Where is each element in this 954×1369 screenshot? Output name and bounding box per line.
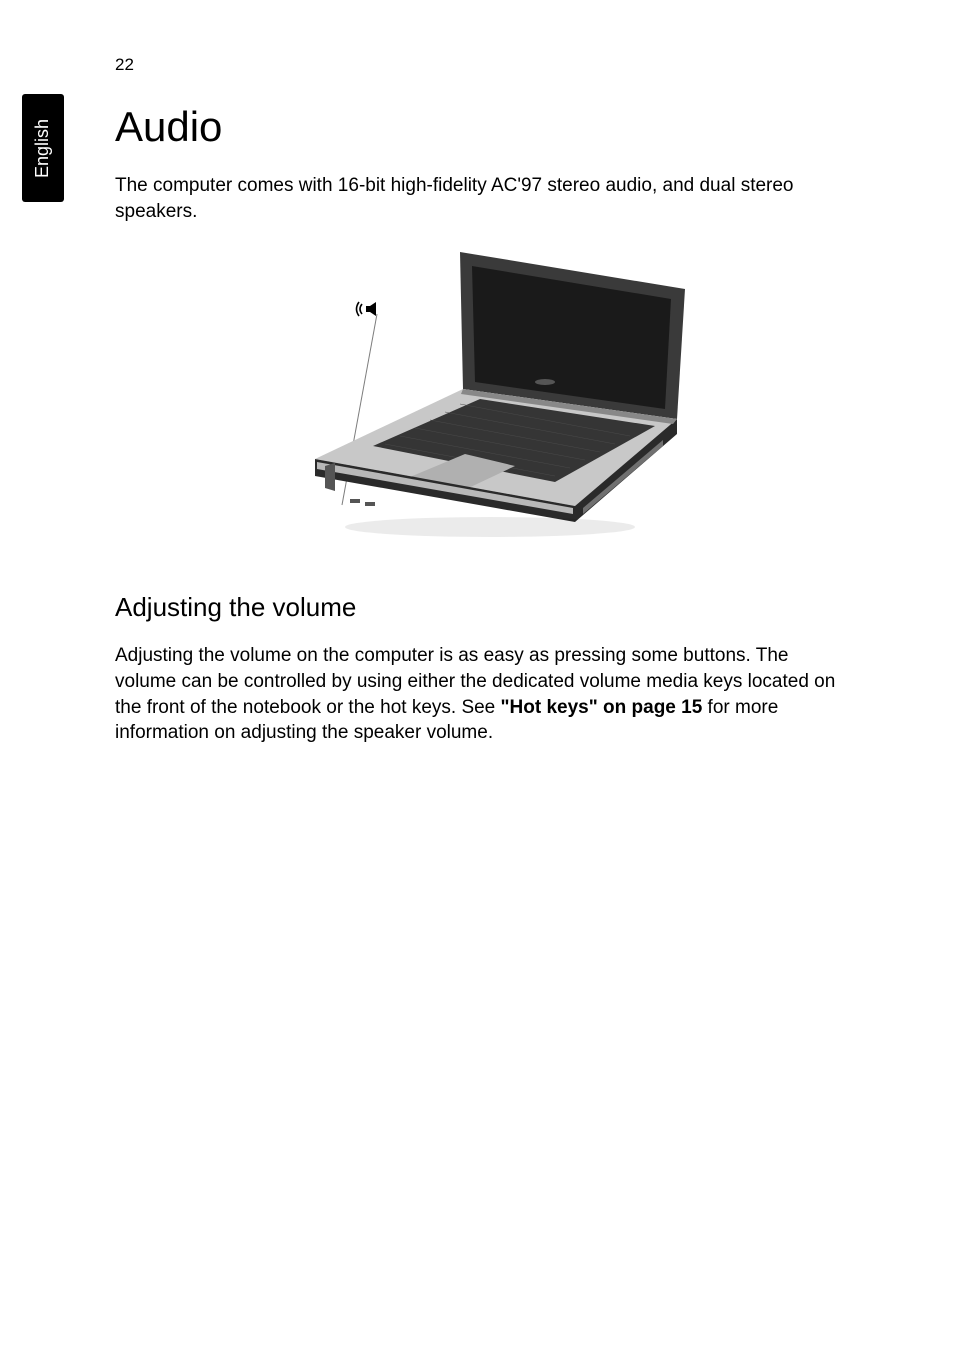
subsection-title: Adjusting the volume [115,592,854,623]
page-number: 22 [115,55,854,75]
section-intro: The computer comes with 16-bit high-fide… [115,173,854,224]
laptop-illustration [255,244,715,544]
figure-laptop [115,244,854,544]
laptop-body [315,252,685,537]
subsection-body: Adjusting the volume on the computer is … [115,643,854,746]
section-title: Audio [115,103,854,151]
page-container: 22 English Audio The computer comes with… [0,0,954,1369]
language-label: English [33,118,54,177]
language-side-tab: English [22,94,64,202]
hotkeys-crossref: "Hot keys" on page 15 [501,697,703,718]
speaker-icon [356,302,376,316]
